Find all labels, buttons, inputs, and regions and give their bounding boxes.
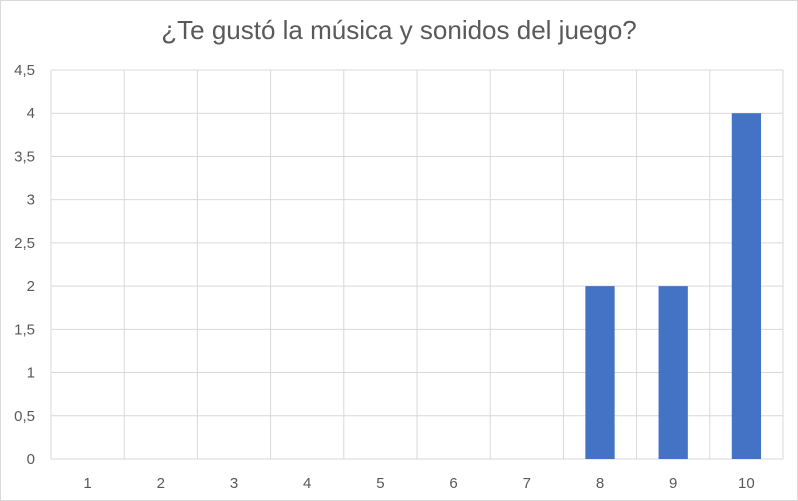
bar-8 xyxy=(585,286,615,459)
y-tick-label: 2,5 xyxy=(14,235,35,252)
x-tick-label: 5 xyxy=(376,475,384,492)
y-tick-label: 1,5 xyxy=(14,321,35,338)
x-tick-label: 2 xyxy=(157,475,165,492)
y-tick-label: 1 xyxy=(27,365,35,382)
x-tick-label: 1 xyxy=(83,475,91,492)
y-tick-label: 4 xyxy=(27,105,35,122)
bar-10 xyxy=(731,113,762,459)
y-tick-label: 0 xyxy=(27,451,35,468)
x-tick-label: 7 xyxy=(523,475,531,492)
y-tick-label: 3 xyxy=(27,192,35,209)
x-tick-label: 8 xyxy=(596,475,604,492)
y-tick-label: 2 xyxy=(27,278,35,295)
x-tick-label: 4 xyxy=(303,475,311,492)
bar-9 xyxy=(658,286,688,459)
x-tick-label: 9 xyxy=(669,475,677,492)
chart-title: ¿Te gustó la música y sonidos del juego? xyxy=(161,15,637,45)
y-tick-label: 4,5 xyxy=(14,62,35,79)
y-tick-label: 3,5 xyxy=(14,148,35,165)
x-tick-label: 3 xyxy=(230,475,238,492)
x-tick-label: 6 xyxy=(449,475,457,492)
y-tick-label: 0,5 xyxy=(14,408,35,425)
x-tick-label: 10 xyxy=(738,475,755,492)
